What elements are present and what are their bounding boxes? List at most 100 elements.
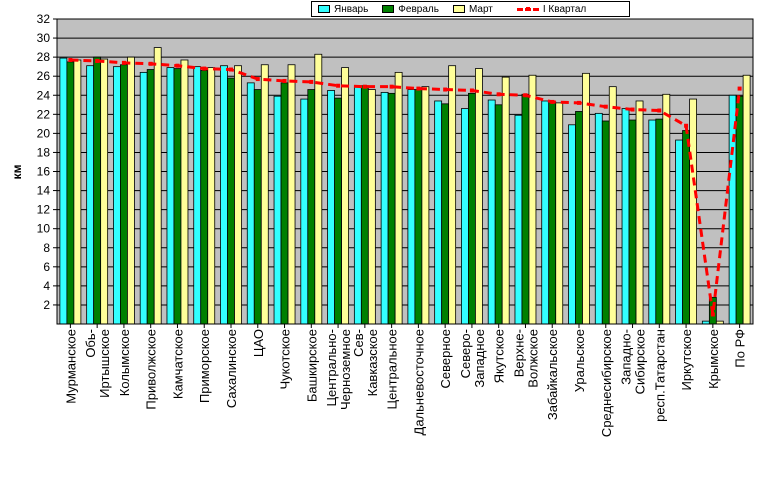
- bar: [287, 64, 296, 325]
- bar: [341, 67, 349, 325]
- y-tick-label: 22: [37, 107, 51, 121]
- quarter-point: [309, 79, 314, 84]
- x-tick-label: Волжское: [525, 329, 540, 388]
- bar: [153, 47, 162, 325]
- quarter-point: [630, 107, 635, 112]
- y-axis-label: км: [10, 164, 24, 179]
- y-tick-label: 18: [37, 145, 51, 159]
- y-tick-label: 20: [37, 126, 51, 140]
- bar: [73, 59, 82, 325]
- quarter-point: [603, 104, 608, 109]
- bar: [127, 56, 135, 325]
- x-tick-label: Крымское: [706, 329, 721, 389]
- quarter-point: [121, 60, 126, 65]
- quarter-point: [684, 123, 689, 128]
- bar: [441, 103, 450, 325]
- x-tick-label: Забайкальское: [545, 329, 560, 420]
- bar: [655, 118, 664, 325]
- bar: [86, 65, 95, 325]
- bar: [66, 61, 75, 325]
- bar: [475, 68, 483, 325]
- quarter-point: [229, 67, 233, 72]
- bar: [146, 69, 155, 325]
- x-tick-label: Центрально-: [324, 329, 339, 407]
- x-tick-label: Дальневосточное: [411, 329, 426, 435]
- x-tick-label: Сахалинское: [224, 329, 239, 408]
- bar: [253, 89, 262, 325]
- bar: [220, 65, 228, 325]
- bar: [568, 124, 576, 325]
- x-tick-label: Верхне-: [511, 329, 526, 377]
- bar: [494, 104, 503, 325]
- bar: [575, 111, 583, 325]
- x-tick-labels: Мурманское Обь- Иртышское Колымское Приволжс…: [63, 329, 747, 437]
- bar: [59, 57, 68, 325]
- bar: [582, 72, 590, 325]
- bar: [234, 65, 242, 325]
- bar: [367, 89, 376, 325]
- bar: [682, 130, 690, 325]
- quarter-point: [389, 84, 394, 89]
- bar: [468, 92, 476, 325]
- bar: [100, 58, 109, 325]
- bar: [528, 74, 537, 325]
- x-tick-label: Западное: [472, 329, 487, 388]
- x-tick-label: Иркутское: [679, 329, 694, 391]
- bar: [501, 76, 510, 325]
- bar: [314, 53, 323, 325]
- quarter-point: [95, 58, 100, 63]
- x-tick-label: По РФ: [733, 329, 748, 368]
- bar: [139, 71, 148, 325]
- plot-border: [56, 18, 754, 325]
- x-tick-label: Иртышское: [97, 329, 112, 398]
- y-tick-label: 8: [43, 241, 50, 255]
- legend-line-quarter: [516, 5, 539, 13]
- legend-item-march: Март: [452, 3, 493, 15]
- bar: [407, 89, 416, 325]
- bar: [448, 65, 457, 325]
- bar: [180, 59, 189, 325]
- quarter-point: [496, 92, 501, 97]
- legend-swatch-january: [318, 5, 330, 13]
- x-tick-label: Центральное: [385, 329, 400, 409]
- bar: [227, 77, 235, 325]
- quarter-point: [255, 77, 260, 82]
- quarter-point: [577, 100, 581, 105]
- bar: [461, 108, 469, 325]
- x-tick-label: Якутское: [492, 329, 507, 383]
- legend-label-march: Март: [468, 3, 493, 15]
- quarter-point: [362, 84, 367, 89]
- y-tick-label: 24: [37, 88, 51, 102]
- x-tick-label: Черноземное: [338, 329, 353, 410]
- quarter-line: [68, 57, 742, 317]
- bar: [608, 86, 617, 325]
- quarter-point: [202, 66, 207, 71]
- bar: [675, 139, 683, 325]
- bar: [273, 95, 282, 325]
- y-tick-label: 10: [37, 222, 51, 236]
- bar: [280, 82, 289, 325]
- quarter-point: [469, 88, 474, 93]
- y-tick-label: 14: [37, 184, 51, 198]
- bar: [487, 99, 496, 325]
- bar: [327, 90, 335, 325]
- bar: [120, 64, 128, 325]
- x-tick-label: Среднесибирское: [599, 329, 614, 437]
- quarter-point: [523, 93, 528, 98]
- bar: [380, 91, 389, 325]
- legend: Январь Февраль Март I Квартал: [311, 1, 630, 17]
- x-tick-label: Колымское: [117, 329, 132, 396]
- bar: [728, 94, 737, 325]
- x-tick-label: Западно-: [619, 329, 634, 385]
- x-tick-label: Обь-: [83, 329, 98, 358]
- x-tick-label: Чукотское: [278, 329, 293, 390]
- bar: [353, 85, 362, 325]
- y-tick-label: 28: [37, 50, 51, 64]
- quarter-point: [416, 86, 421, 91]
- bar: [387, 92, 396, 325]
- bar: [246, 82, 255, 325]
- bar: [200, 70, 209, 325]
- quarter-point: [336, 83, 341, 88]
- bar: [113, 66, 121, 325]
- quarter-point: [282, 78, 287, 83]
